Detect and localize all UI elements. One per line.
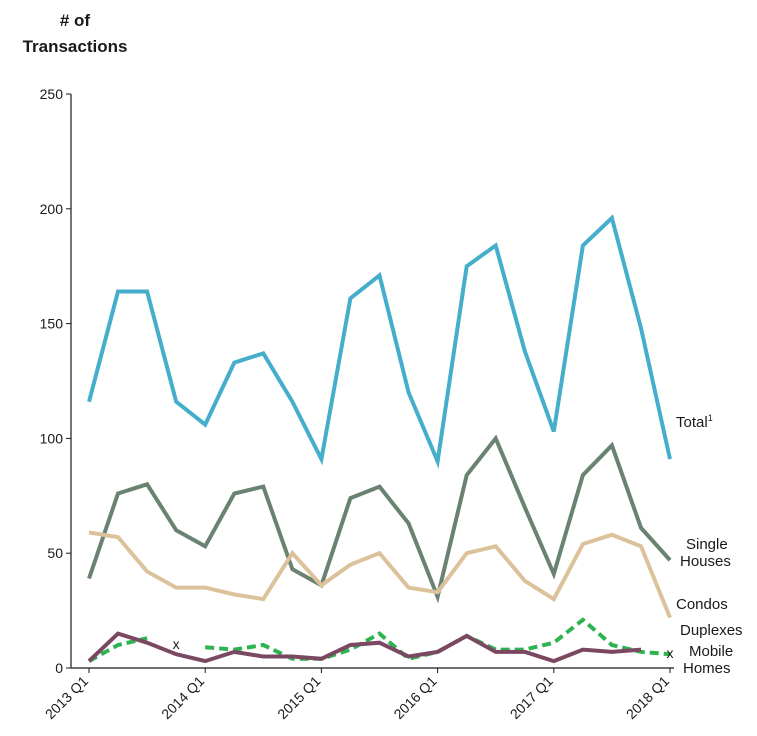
series-label-duplexes: Duplexes <box>680 622 743 639</box>
y-tick-label: 250 <box>40 86 64 102</box>
point-markers: xx <box>173 636 674 661</box>
series-line-duplexes <box>205 617 671 661</box>
series-line-mobile <box>87 631 642 664</box>
series-lines <box>87 214 672 664</box>
y-axis-title: # of Transactions <box>0 8 150 60</box>
x-tick-label: 2015 Q1 <box>274 673 323 722</box>
y-tick-labels: 0 50 100 150 200 250 <box>40 86 64 676</box>
series-line-duplexes <box>88 636 148 663</box>
series-label-single-line2: Houses <box>680 553 731 570</box>
series-label-condos: Condos <box>676 596 728 613</box>
series-line-condos <box>88 530 672 619</box>
point-marker: x <box>667 645 674 661</box>
y-tick-label: 100 <box>40 430 64 446</box>
x-tick-label: 2016 Q1 <box>390 673 439 722</box>
x-tick-label: 2017 Q1 <box>507 673 556 722</box>
series-label-mobile-line2: Homes <box>683 660 731 677</box>
series-line-total <box>87 214 672 469</box>
y-tick-label: 200 <box>40 201 64 217</box>
x-tick-labels: 2013 Q1 2014 Q1 2015 Q1 2016 Q1 2017 Q1 2018 … <box>42 673 672 722</box>
y-axis-title-line1: # of <box>59 11 91 30</box>
y-tick-label: 50 <box>47 545 63 561</box>
series-line-single <box>87 434 672 604</box>
x-tick-label: 2014 Q1 <box>158 673 207 722</box>
series-label-single-line1: Single <box>686 536 728 553</box>
y-axis-title-line2: Transactions <box>22 37 128 56</box>
x-tick-label: 2013 Q1 <box>42 673 91 722</box>
axes <box>66 93 674 673</box>
x-tick-label: 2018 Q1 <box>623 673 672 722</box>
series-label-mobile-line1: Mobile <box>689 643 733 660</box>
series-label-total: Total1 <box>676 413 713 431</box>
point-marker: x <box>173 636 180 652</box>
y-tick-label: 0 <box>55 660 63 676</box>
y-tick-label: 150 <box>40 316 64 332</box>
